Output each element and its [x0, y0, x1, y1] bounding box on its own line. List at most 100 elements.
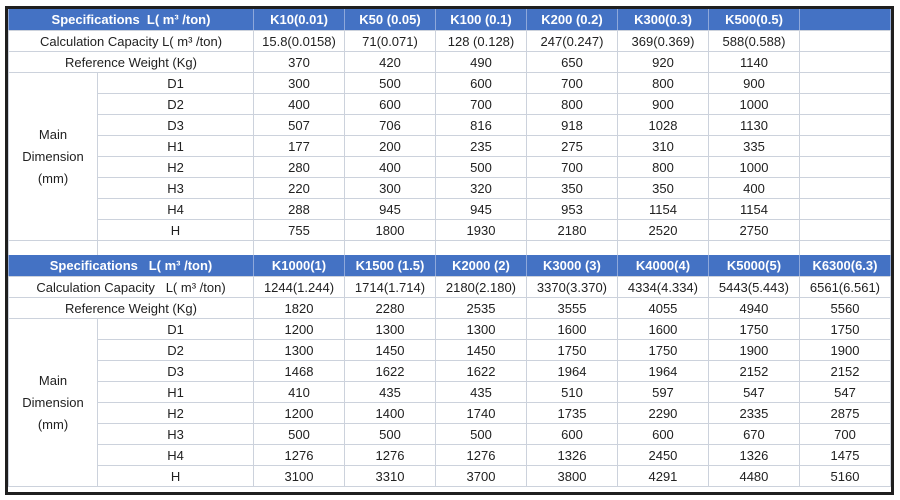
value-cell-empty	[799, 93, 891, 115]
value-cell: 3310	[344, 465, 436, 487]
main-dimension-line: Dimension	[22, 394, 84, 410]
value-cell: 547	[798, 381, 892, 403]
value-cell: 4055	[616, 297, 709, 319]
value-cell: 3800	[525, 465, 618, 487]
value-cell: 4480	[707, 465, 800, 487]
value-cell: 1450	[434, 339, 527, 361]
dimension-row: H4 1276 1276 1276 1326 2450 1326 1475	[9, 444, 892, 466]
value-cell-empty	[799, 51, 891, 73]
value-cell: 310	[617, 135, 709, 157]
value-cell: 4334(4.334)	[616, 276, 709, 298]
value-cell: 1450	[344, 339, 436, 361]
dimension-label: H	[97, 219, 254, 241]
dimension-row: H 755 1800 1930 2180 2520 2750	[9, 219, 891, 241]
spacer-cell	[253, 240, 345, 255]
dimension-row: Main Dimension (mm) D1 300 500 600 700 8…	[8, 72, 891, 241]
value-cell: 1964	[525, 360, 618, 382]
model-header-cell: K2000 (2)	[434, 255, 527, 277]
value-cell: 588(0.588)	[708, 30, 800, 52]
main-dimension-cell: Main Dimension (mm)	[8, 72, 98, 241]
value-cell-empty	[799, 156, 891, 178]
table-header-row: Specifications L( m³ /ton) K1000(1) K150…	[7, 255, 892, 277]
value-cell: 1000	[708, 93, 800, 115]
value-cell: 1300	[253, 339, 345, 361]
value-cell: 410	[253, 381, 345, 403]
value-cell: 220	[253, 177, 345, 199]
value-cell: 2152	[798, 360, 892, 382]
value-cell: 320	[435, 177, 527, 199]
value-cell: 1750	[707, 318, 800, 340]
dimension-row: H4 288 945 945 953 1154 1154	[9, 198, 891, 220]
value-cell: 335	[708, 135, 800, 157]
value-cell: 1276	[253, 444, 345, 466]
value-cell-empty	[799, 72, 891, 94]
value-cell: 300	[344, 177, 436, 199]
value-cell: 71(0.071)	[344, 30, 436, 52]
spec-table-small-models: Specifications L( m³ /ton) K10(0.01) K50…	[8, 9, 891, 255]
value-cell: 1750	[616, 339, 709, 361]
value-cell: 670	[707, 423, 800, 445]
model-header-cell: K1000(1)	[253, 255, 345, 277]
value-cell: 490	[435, 51, 527, 73]
value-cell: 1000	[708, 156, 800, 178]
value-cell: 500	[253, 423, 345, 445]
dimension-label: H1	[96, 381, 255, 403]
model-header-cell: K500(0.5)	[708, 9, 800, 31]
value-cell: 1600	[525, 318, 618, 340]
value-cell: 300	[253, 72, 345, 94]
spacer-cell	[799, 240, 891, 255]
value-cell: 200	[344, 135, 436, 157]
value-cell: 6561(6.561)	[798, 276, 892, 298]
value-cell: 435	[434, 381, 527, 403]
value-cell: 547	[707, 381, 800, 403]
value-cell: 650	[526, 51, 618, 73]
value-cell: 369(0.369)	[617, 30, 709, 52]
value-cell: 700	[798, 423, 892, 445]
value-cell: 280	[253, 156, 345, 178]
value-cell: 1130	[708, 114, 800, 136]
value-cell-empty	[799, 135, 891, 157]
value-cell: 507	[253, 114, 345, 136]
spec-header-cell: Specifications L( m³ /ton)	[7, 255, 255, 277]
value-cell: 920	[617, 51, 709, 73]
value-cell: 177	[253, 135, 345, 157]
spacer-cell	[708, 240, 800, 255]
value-cell: 600	[616, 423, 709, 445]
value-cell: 128 (0.128)	[435, 30, 527, 52]
value-cell: 2535	[434, 297, 527, 319]
value-cell: 2750	[708, 219, 800, 241]
value-cell: 1964	[616, 360, 709, 382]
value-cell: 3555	[525, 297, 618, 319]
value-cell: 5160	[798, 465, 892, 487]
value-cell: 1300	[344, 318, 436, 340]
dimension-row: D2 400 600 700 800 900 1000	[9, 93, 891, 115]
dimension-label: H1	[97, 135, 254, 157]
spacer-cell	[526, 240, 618, 255]
value-cell: 800	[617, 72, 709, 94]
model-header-cell: K50 (0.05)	[344, 9, 436, 31]
value-cell: 2290	[616, 402, 709, 424]
value-cell: 15.8(0.0158)	[253, 30, 345, 52]
value-cell: 350	[526, 177, 618, 199]
value-cell: 1900	[707, 339, 800, 361]
value-cell: 700	[435, 93, 527, 115]
dimension-row: H3 220 300 320 350 350 400	[9, 177, 891, 199]
value-cell: 800	[617, 156, 709, 178]
spacer-cell	[435, 240, 527, 255]
value-cell: 600	[435, 72, 527, 94]
spacer-cell	[97, 240, 254, 255]
dimension-label: D2	[97, 93, 254, 115]
value-cell: 900	[708, 72, 800, 94]
value-cell: 5560	[798, 297, 892, 319]
value-cell: 1930	[435, 219, 527, 241]
dimension-row: D3 507 706 816 918 1028 1130	[9, 114, 891, 136]
value-cell: 1750	[798, 318, 892, 340]
model-header-cell: K6300(6.3)	[798, 255, 892, 277]
value-cell: 1800	[344, 219, 436, 241]
model-header-cell: K300(0.3)	[617, 9, 709, 31]
value-cell: 2450	[616, 444, 709, 466]
value-cell: 1400	[344, 402, 436, 424]
value-cell: 1468	[253, 360, 345, 382]
value-cell: 600	[525, 423, 618, 445]
dimension-row: D2 1300 1450 1450 1750 1750 1900 1900	[9, 339, 892, 361]
